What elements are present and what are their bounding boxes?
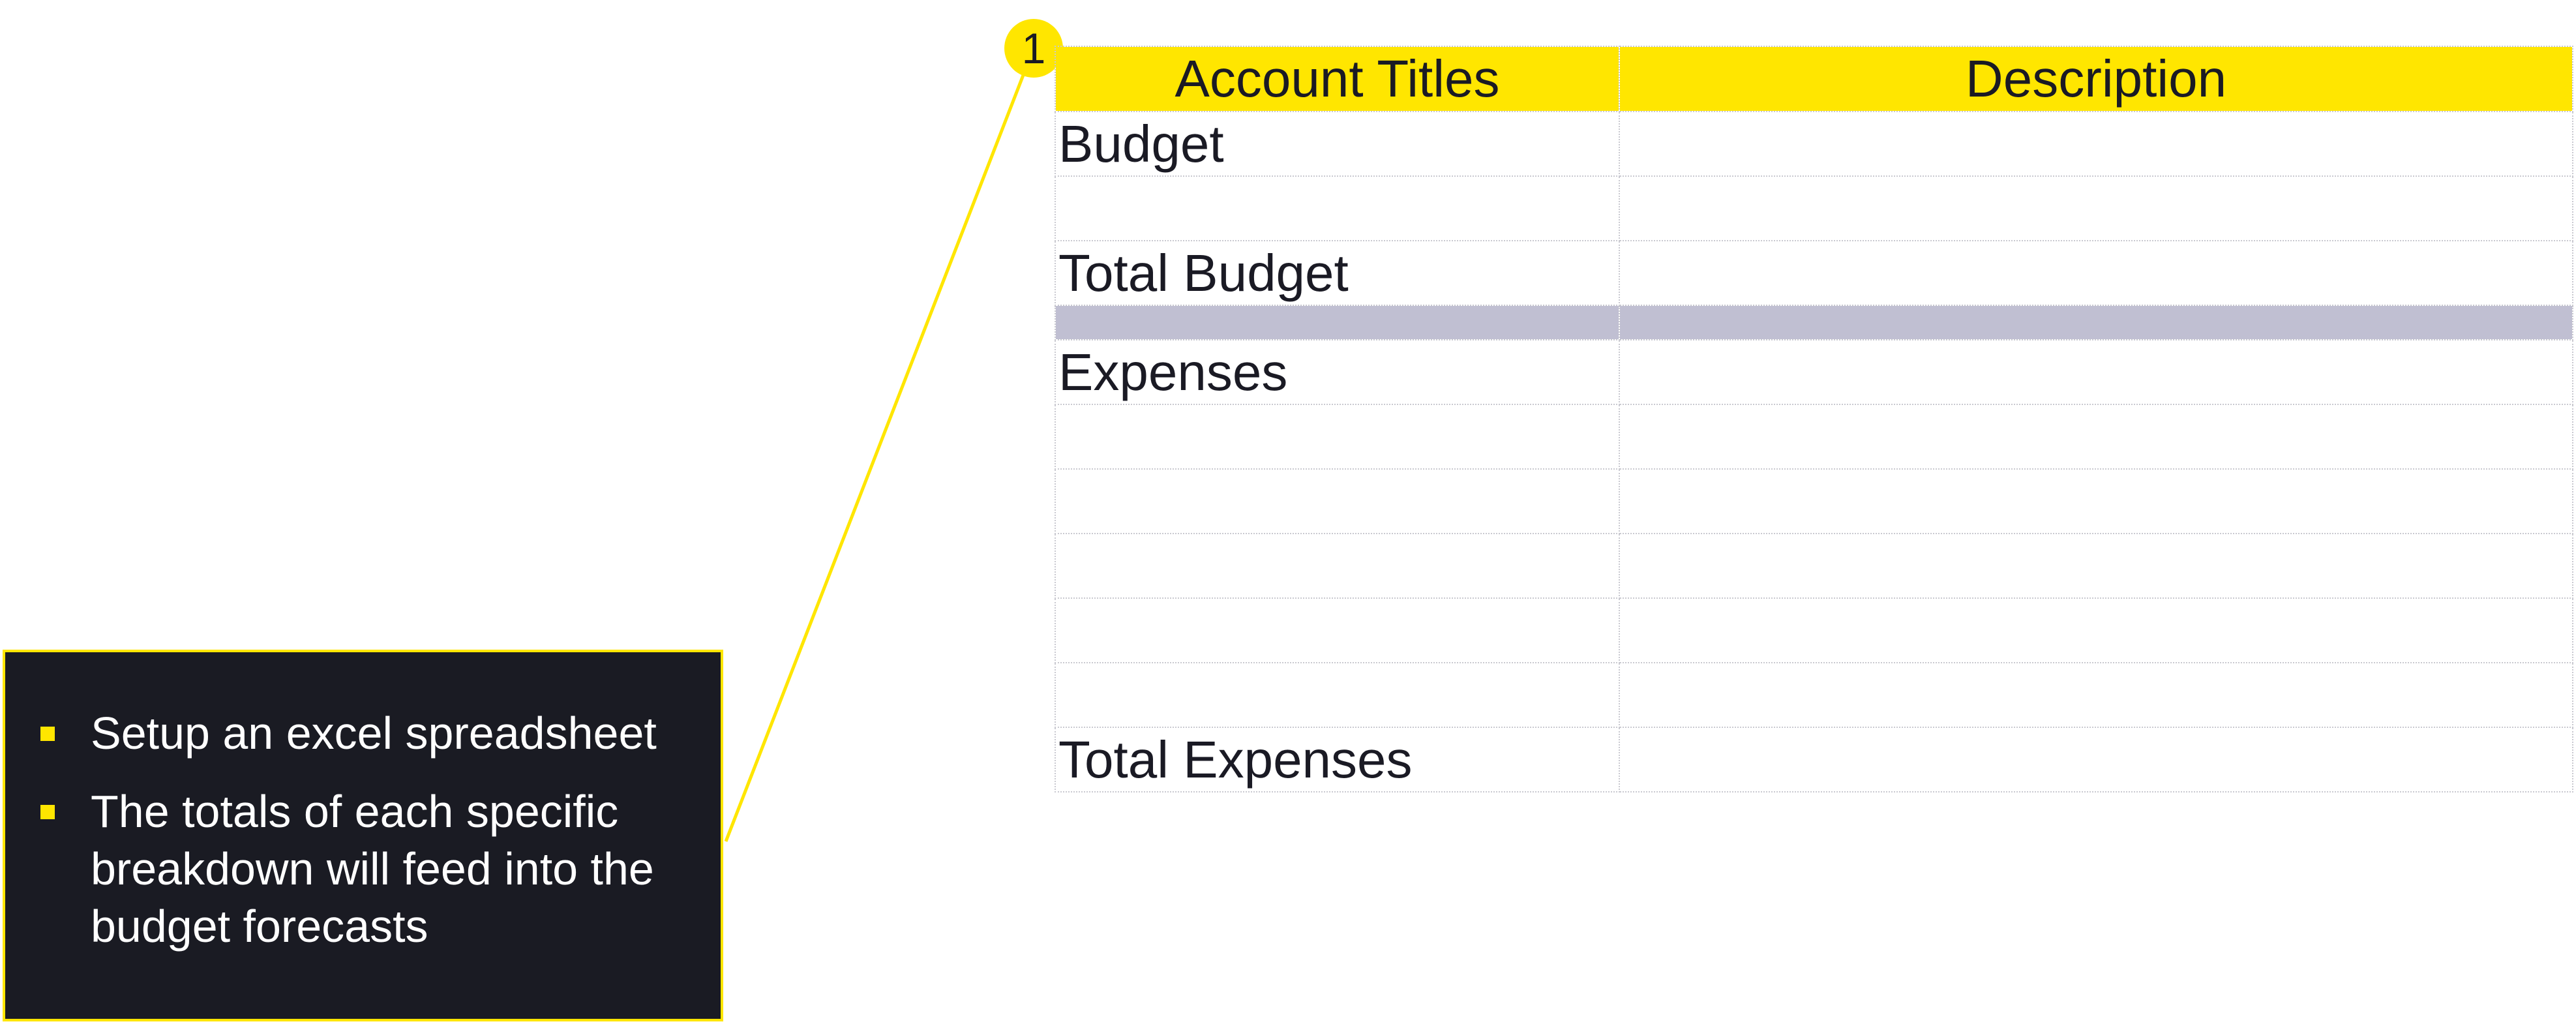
- account-title-cell[interactable]: [1055, 533, 1620, 599]
- header-row: Account Titles Description: [1055, 46, 2573, 112]
- table-row: [1055, 533, 2573, 599]
- table-row: Total Budget: [1055, 240, 2573, 306]
- instruction-note-box: Setup an excel spreadsheet The totals of…: [3, 650, 723, 1021]
- description-cell[interactable]: [1619, 175, 2573, 241]
- budget-spreadsheet: Account Titles Description Budget Total …: [1055, 46, 2573, 792]
- description-cell[interactable]: [1619, 727, 2573, 792]
- account-title-cell[interactable]: [1055, 597, 1620, 663]
- description-cell[interactable]: [1619, 662, 2573, 728]
- table-row: Expenses: [1055, 339, 2573, 405]
- table-row: Budget: [1055, 111, 2573, 177]
- square-bullet-icon: [40, 727, 55, 741]
- table-row: Total Expenses: [1055, 727, 2573, 792]
- separator-cell: [1619, 305, 2573, 340]
- table-row: [1055, 404, 2573, 470]
- account-title-cell[interactable]: Budget: [1055, 111, 1620, 177]
- account-title-cell[interactable]: [1055, 404, 1620, 470]
- description-cell[interactable]: [1619, 339, 2573, 405]
- instruction-text: The totals of each specific breakdown wi…: [91, 786, 654, 952]
- account-title-cell[interactable]: Total Expenses: [1055, 727, 1620, 792]
- table-row: [1055, 175, 2573, 241]
- column-header-account-titles: Account Titles: [1055, 46, 1620, 112]
- instruction-item: Setup an excel spreadsheet: [35, 704, 700, 762]
- description-cell[interactable]: [1619, 111, 2573, 177]
- account-title-cell[interactable]: [1055, 662, 1620, 728]
- instruction-item: The totals of each specific breakdown wi…: [35, 783, 700, 955]
- description-cell[interactable]: [1619, 533, 2573, 599]
- table-row: [1055, 468, 2573, 534]
- account-title-cell[interactable]: Expenses: [1055, 339, 1620, 405]
- separator-cell: [1055, 305, 1620, 340]
- description-cell[interactable]: [1619, 404, 2573, 470]
- column-header-description: Description: [1619, 46, 2573, 112]
- square-bullet-icon: [40, 805, 55, 819]
- table-row: [1055, 597, 2573, 663]
- description-cell[interactable]: [1619, 597, 2573, 663]
- instruction-text: Setup an excel spreadsheet: [91, 708, 657, 759]
- callout-number-badge: 1: [1004, 19, 1063, 78]
- account-title-cell[interactable]: [1055, 468, 1620, 534]
- table-row: [1055, 662, 2573, 728]
- separator-row: [1055, 305, 2573, 340]
- description-cell[interactable]: [1619, 468, 2573, 534]
- description-cell[interactable]: [1619, 240, 2573, 306]
- instruction-list: Setup an excel spreadsheet The totals of…: [35, 704, 700, 976]
- account-title-cell[interactable]: [1055, 175, 1620, 241]
- account-title-cell[interactable]: Total Budget: [1055, 240, 1620, 306]
